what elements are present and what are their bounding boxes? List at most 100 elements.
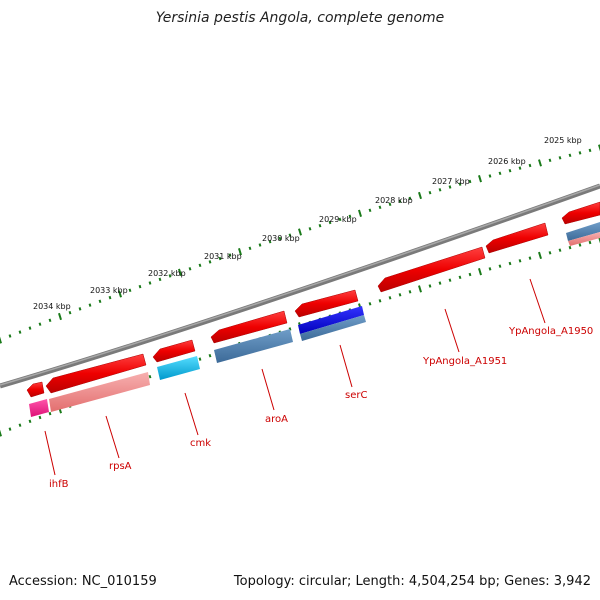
tick-label-2028: 2028 kbp [375,196,413,205]
gene-block-ihfB[interactable] [29,399,49,417]
outer-scale-minor-tick [48,318,52,323]
outer-scale-minor-tick [348,214,352,219]
outer-scale-minor-tick [88,303,92,307]
outer-scale-minor-tick [108,295,112,300]
outer-scale-minor-tick [318,223,322,228]
outer-scale-major-tick [118,290,122,298]
gene-label-aroA[interactable]: aroA [265,414,288,425]
outer-scale-minor-tick [498,171,502,176]
outer-scale-minor-tick [578,151,582,155]
outer-scale-minor-tick [218,256,222,261]
tick-label-2030: 2030 kbp [262,234,300,243]
inner-scale-minor-tick [428,284,432,288]
gene-label-leaders [44,278,546,476]
inner-scale-minor-tick [518,259,522,263]
inner-scale-minor-tick [488,267,492,271]
outer-scale-minor-tick [428,190,432,195]
outer-scale-minor-tick [338,217,342,222]
accession-text: Accession: NC_010159 [9,574,157,589]
inner-scale-minor-tick [438,281,442,285]
leader-cmk [184,392,199,436]
outer-scale-minor-tick [198,263,202,268]
outer-scale-major-tick [298,228,302,236]
gene-block-rpsA[interactable] [49,372,150,412]
gene-arrow-cmk-cds[interactable] [152,339,196,363]
outer-scale-minor-tick [158,277,162,282]
gene-arrow-ihfB-cds[interactable] [26,381,45,398]
outer-scale-major-tick [478,175,482,183]
gene-block-serC-lower[interactable] [300,315,366,341]
tick-label-2027: 2027 kbp [432,177,470,186]
gene-block-offscreen[interactable] [566,222,600,241]
outer-scale-minor-tick [308,227,312,231]
inner-scale-minor-tick [588,240,592,245]
outer-scale-minor-tick [488,174,492,178]
gene-block-cmk[interactable] [157,356,200,380]
outer-scale-minor-tick [548,158,552,163]
outer-scale-minor-tick [188,267,192,271]
outer-scale-minor-tick [248,246,252,251]
outer-scale-minor-tick [518,166,522,170]
gene-label-cmk[interactable]: cmk [190,438,211,449]
outer-scale-minor-tick [288,233,292,237]
gene-block-offscreen-lower[interactable] [568,232,600,246]
outer-scale-minor-tick [508,168,512,173]
inner-scale-minor-tick [378,299,382,303]
inner-scale-minor-tick [368,302,372,306]
outer-scale-minor-tick [148,281,152,285]
inner-scale-minor-tick [198,357,202,361]
outer-scale-minor-tick [398,199,402,204]
gene-label-serC[interactable]: serC [345,390,367,401]
gene-arrow-aroA-cds[interactable] [210,310,288,344]
genome-backbone-highlight [0,184,600,386]
gene-block-aroA[interactable] [214,329,293,363]
leader-serC [339,344,353,388]
outer-scale-minor-tick [388,202,392,207]
inner-scale-minor-tick [468,272,472,277]
inner-scale-major-tick [0,429,2,437]
outer-scale-minor-tick [98,299,102,304]
tick-label-2029: 2029 kbp [319,215,357,224]
inner-scale-minor-tick [28,419,32,424]
gene-block-serC[interactable] [298,306,364,334]
inner-scale-major-tick [478,268,482,276]
inner-scale-minor-tick [498,264,502,268]
gene-label-ihfB[interactable]: ihfB [49,479,69,490]
cds-track-outer [26,201,600,398]
outer-scale-major-tick [178,268,182,276]
map-title: Yersinia pestis Angola, complete genome [155,10,445,26]
inner-scale-minor-tick [48,411,52,416]
outer-scale-minor-tick [78,307,82,311]
outer-scale-major-tick [238,248,242,256]
outer-scale-track [0,144,600,344]
outer-scale-minor-tick [328,220,332,225]
gene-arrow-A1951-cds[interactable] [377,246,486,293]
outer-scale-minor-tick [228,253,232,257]
outer-scale-major-tick [358,209,362,217]
gene-label-rpsA[interactable]: rpsA [109,461,132,472]
inner-scale-major-tick [538,251,542,260]
gene-arrow-A1950-cds[interactable] [485,222,549,254]
gene-arrow-offscreen-cds[interactable] [561,201,600,225]
outer-scale-minor-tick [68,310,72,315]
tick-label-2032: 2032 kbp [148,269,186,278]
gene-arrow-rpsA-cds[interactable] [45,353,147,394]
outer-scale-minor-tick [408,196,412,201]
inner-scale-major-tick [418,285,422,293]
outer-scale-minor-tick [8,334,12,338]
leader-A1951 [444,308,460,353]
outer-scale-minor-tick [268,239,272,244]
outer-scale-minor-tick [378,205,382,210]
outer-scale-major-tick [418,191,422,200]
gene-label-A1951[interactable]: YpAngola_A1951 [422,356,507,367]
outer-scale-minor-tick [18,330,22,334]
gene-label-A1950[interactable]: YpAngola_A1950 [508,326,593,337]
gene-track-inner [29,222,600,417]
inner-scale-minor-tick [8,427,12,431]
tick-label-2034: 2034 kbp [33,302,71,311]
leader-A1950 [529,278,546,324]
outer-scale-minor-tick [28,326,32,330]
outer-scale-major-tick [538,159,542,167]
gene-arrow-serC-cds[interactable] [294,289,359,318]
